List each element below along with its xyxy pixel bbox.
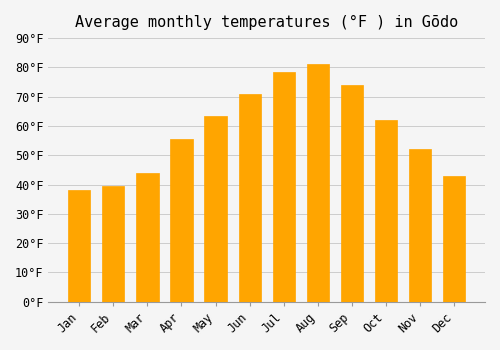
Bar: [409, 149, 431, 302]
Bar: [170, 139, 192, 302]
Bar: [238, 94, 260, 302]
Title: Average monthly temperatures (°F ) in Gōdo: Average monthly temperatures (°F ) in Gō…: [75, 15, 458, 30]
Bar: [102, 186, 124, 302]
Bar: [443, 176, 465, 302]
Bar: [136, 173, 158, 302]
Bar: [341, 85, 363, 302]
Bar: [306, 64, 329, 302]
Bar: [204, 116, 227, 302]
Bar: [68, 190, 90, 302]
Bar: [375, 120, 397, 302]
Bar: [272, 72, 295, 302]
